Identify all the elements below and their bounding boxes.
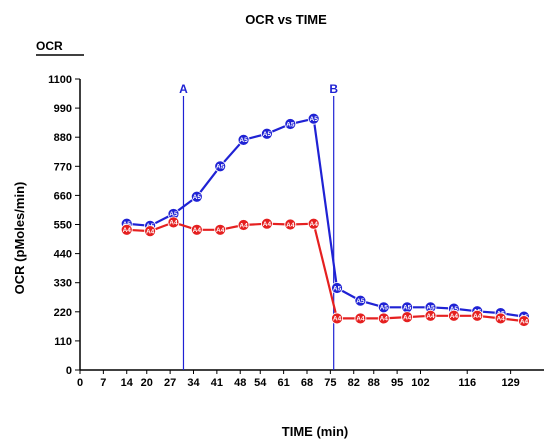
data-point-label: A5 bbox=[356, 298, 365, 305]
data-point-a4 bbox=[144, 225, 157, 238]
y-tick-label: 110 bbox=[54, 336, 72, 348]
y-tick-label: 0 bbox=[66, 365, 72, 377]
series-line-a4 bbox=[126, 221, 525, 323]
x-tick-label: 61 bbox=[278, 377, 290, 389]
x-tick-label: 116 bbox=[458, 377, 476, 389]
data-point-a4 bbox=[167, 216, 180, 229]
data-point-label: A4 bbox=[426, 313, 435, 320]
data-point-label: A5 bbox=[380, 305, 389, 312]
data-point-label: A4 bbox=[310, 221, 319, 228]
data-point-a4 bbox=[518, 315, 530, 327]
data-point-a4 bbox=[307, 217, 320, 230]
data-point-label: A4 bbox=[380, 316, 389, 323]
injection-label-a: A bbox=[179, 82, 188, 96]
chart-title: OCR vs TIME bbox=[245, 12, 327, 27]
data-point-a4 bbox=[447, 309, 460, 322]
y-tick-label: 990 bbox=[54, 103, 72, 115]
data-point-a4 bbox=[190, 223, 203, 236]
data-point-label: A4 bbox=[193, 227, 202, 234]
data-point-label: A4 bbox=[496, 316, 505, 323]
data-point-label: A4 bbox=[263, 221, 272, 228]
data-point-label: A5 bbox=[403, 305, 412, 312]
y-tick-label: 330 bbox=[54, 278, 72, 290]
series-line-a5 bbox=[126, 117, 525, 318]
data-point-a5 bbox=[307, 112, 320, 125]
data-point-label: A5 bbox=[286, 121, 295, 128]
plot-area: 0 110 220 330 440 550 660 770 880 990 1100 0 7 14 20 27… bbox=[48, 74, 544, 389]
x-tick-label: 14 bbox=[121, 377, 134, 389]
x-tick-label: 7 bbox=[100, 377, 106, 389]
y-tick-label: 220 bbox=[54, 307, 72, 319]
data-point-a5 bbox=[190, 190, 203, 203]
y-tick-label: 660 bbox=[54, 190, 72, 202]
data-point-label: A4 bbox=[333, 316, 342, 323]
x-tick-label: 102 bbox=[411, 377, 429, 389]
y-tick-label: 770 bbox=[54, 161, 72, 173]
data-point-label: A5 bbox=[263, 131, 272, 138]
y-tick-label: 880 bbox=[54, 132, 72, 144]
data-point-label: A4 bbox=[473, 313, 482, 320]
data-point-a4 bbox=[261, 217, 273, 230]
y-tick-label: 440 bbox=[54, 249, 72, 261]
data-point-a5 bbox=[237, 133, 250, 146]
data-point-a4 bbox=[214, 223, 227, 236]
x-tick-label: 75 bbox=[324, 377, 336, 389]
x-tick-label: 34 bbox=[187, 377, 200, 389]
y-tick-label: 1100 bbox=[48, 74, 72, 86]
x-tick-label: 20 bbox=[141, 377, 153, 389]
data-point-a4 bbox=[284, 218, 297, 231]
y-tick-label: 550 bbox=[54, 220, 72, 232]
data-point-label: A4 bbox=[450, 313, 459, 320]
data-point-a4 bbox=[377, 312, 390, 325]
data-point-a5 bbox=[354, 294, 367, 307]
data-point-a4 bbox=[471, 309, 484, 322]
x-axis-label: TIME (min) bbox=[282, 424, 348, 439]
data-point-a4 bbox=[120, 223, 133, 236]
data-point-label: A4 bbox=[123, 227, 132, 234]
data-point-a5 bbox=[331, 282, 343, 294]
data-point-label: A5 bbox=[426, 305, 435, 312]
data-point-a4 bbox=[494, 312, 507, 325]
data-point-label: A4 bbox=[286, 222, 295, 229]
x-tick-label: 88 bbox=[368, 377, 380, 389]
data-point-a4 bbox=[237, 219, 250, 231]
x-tick-label: 0 bbox=[77, 377, 83, 389]
x-tick-label: 48 bbox=[234, 377, 246, 389]
data-point-label: A5 bbox=[310, 116, 319, 123]
data-point-label: A5 bbox=[333, 285, 342, 292]
data-point-label: A4 bbox=[146, 228, 155, 235]
x-tick-label: 68 bbox=[301, 377, 313, 389]
data-point-a5 bbox=[261, 127, 273, 140]
data-point-label: A5 bbox=[239, 137, 248, 144]
data-point-a5 bbox=[214, 160, 227, 173]
y-axis-label: OCR (pMoles/min) bbox=[12, 182, 27, 295]
data-point-label: A4 bbox=[403, 314, 412, 321]
data-point-label: A4 bbox=[520, 318, 529, 325]
data-point-a4 bbox=[401, 311, 414, 323]
x-tick-label: 41 bbox=[211, 377, 223, 389]
x-tick-label: 82 bbox=[348, 377, 360, 389]
data-point-label: A5 bbox=[193, 194, 202, 201]
data-point-label: A4 bbox=[356, 316, 365, 323]
data-point-a4 bbox=[424, 309, 437, 322]
data-point-label: A5 bbox=[450, 306, 459, 313]
data-point-label: A4 bbox=[239, 222, 248, 229]
x-tick-label: 95 bbox=[391, 377, 403, 389]
data-point-a4 bbox=[331, 312, 343, 325]
data-point-label: A5 bbox=[169, 211, 178, 218]
data-point-label: A4 bbox=[216, 227, 225, 234]
corner-label: OCR bbox=[36, 39, 63, 53]
x-tick-label: 129 bbox=[501, 377, 519, 389]
x-tick-label: 27 bbox=[164, 377, 176, 389]
x-tick-label: 54 bbox=[254, 377, 267, 389]
injection-label-b: B bbox=[329, 82, 338, 96]
data-point-label: A4 bbox=[169, 220, 178, 227]
data-point-a5 bbox=[284, 118, 297, 130]
data-point-label: A5 bbox=[216, 164, 225, 171]
data-point-a4 bbox=[354, 312, 367, 325]
